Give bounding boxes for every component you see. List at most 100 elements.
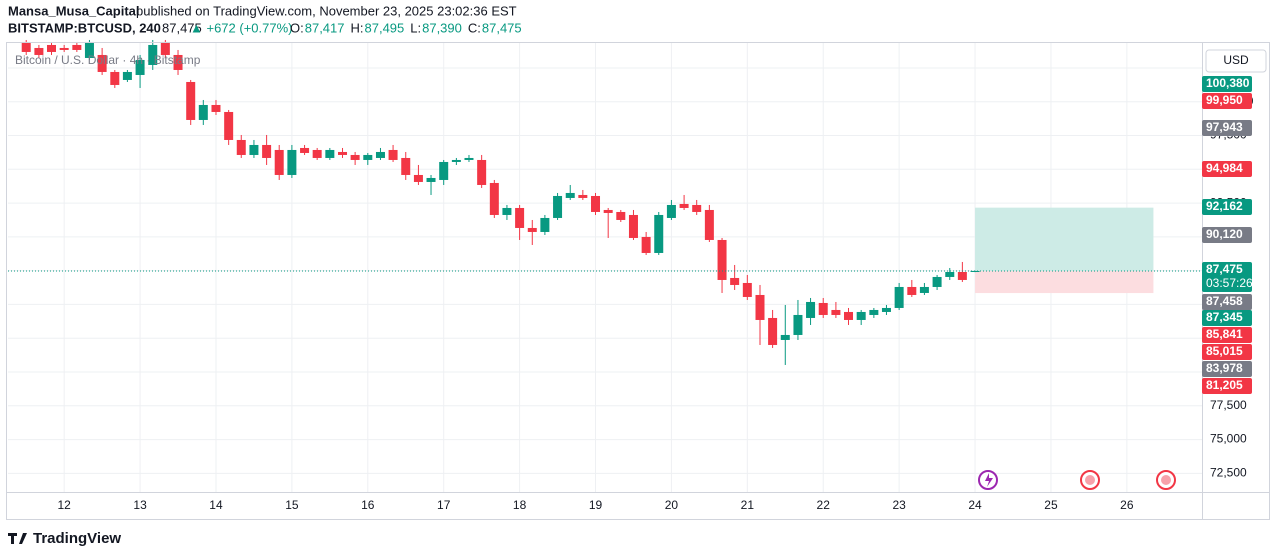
x-tick-label: 15: [285, 498, 299, 512]
price-tag: [1202, 294, 1252, 310]
candle-body: [477, 159, 487, 185]
x-tick-label: 17: [437, 498, 451, 512]
candle-body: [59, 47, 69, 50]
x-tick-label: 12: [57, 498, 71, 512]
candle-body: [628, 214, 638, 238]
price-tags: 100,380 99,950 97,943 94,984 92,162 90,120 87,…: [1202, 76, 1253, 394]
publisher: Mansa_Musa_Capital: [8, 3, 140, 18]
candle-body: [34, 47, 44, 55]
ohlc-key: H:: [351, 20, 364, 35]
candle-body: [704, 209, 714, 240]
price-tag-label: 87,345: [1206, 310, 1243, 324]
candle-body: [603, 209, 613, 213]
price-tag-label: 87,475: [1206, 262, 1243, 276]
price-tag: [1202, 310, 1252, 326]
event-icon: [1085, 475, 1095, 485]
y-tick-label: 77,500: [1210, 398, 1247, 412]
price-tag-label: 85,015: [1206, 344, 1243, 358]
candle-body: [818, 302, 828, 315]
stop-zone: [975, 270, 1154, 294]
frame: [6, 42, 1270, 520]
candle-body: [46, 44, 56, 52]
candle-body: [553, 195, 563, 218]
candle-body: [236, 139, 246, 155]
x-tick-label: 24: [968, 498, 982, 512]
price-tag-label: 97,943: [1206, 120, 1243, 134]
candle-body: [84, 41, 94, 58]
candle-body: [730, 277, 740, 285]
candle-body: [262, 144, 272, 158]
candle-body: [148, 44, 158, 65]
candle-body: [338, 151, 348, 155]
candle-body: [72, 44, 82, 50]
candle-body: [287, 149, 297, 175]
candle-body: [249, 144, 259, 155]
price-tag: [1202, 344, 1252, 360]
price-tag: [1202, 227, 1252, 243]
candle-body: [21, 41, 31, 52]
price-tag: [1202, 378, 1252, 394]
logo: [8, 533, 27, 544]
candle-body: [591, 195, 601, 212]
x-tick-label: 19: [589, 498, 603, 512]
legend: Bitcoin / U.S. Dollar · 4h · Bitstamp: [15, 53, 201, 67]
currency: USD: [1223, 53, 1249, 67]
brand: TradingView: [33, 530, 121, 547]
x-tick-label: 21: [741, 498, 755, 512]
candle-body: [907, 286, 917, 295]
price-tag-label: 85,841: [1206, 327, 1243, 341]
candle-body: [135, 59, 145, 75]
price-tag-label: 87,458: [1206, 294, 1243, 308]
candle-body: [755, 294, 765, 320]
ohlc-key: C:: [468, 20, 481, 35]
candle-body: [439, 161, 449, 180]
price-tag: [1202, 120, 1252, 136]
candle-body: [489, 182, 499, 215]
candle-body: [451, 159, 461, 162]
candle-body: [919, 286, 929, 293]
change: ▲ +672 (+0.77%): [190, 20, 292, 35]
x-tick-label: 26: [1120, 498, 1134, 512]
target-zone: [975, 207, 1154, 271]
price-tag-label: 83,978: [1206, 361, 1243, 375]
candle-body: [793, 314, 803, 335]
candle-body: [300, 147, 310, 153]
candle-body: [679, 203, 689, 208]
candle-body: [654, 214, 664, 253]
symbol: BITSTAMP:BTCUSD, 240: [8, 20, 161, 35]
candle-body: [717, 239, 727, 280]
candle-body: [211, 104, 221, 112]
x-tick-label: 20: [665, 498, 679, 512]
event-icon: [1161, 475, 1171, 485]
candle-body: [945, 271, 955, 277]
x-tick-label: 22: [817, 498, 831, 512]
price-tag: [1202, 93, 1252, 109]
price-tag: [1202, 327, 1252, 343]
currency-box[interactable]: [1205, 49, 1267, 73]
ohlc-key: O:: [290, 20, 304, 35]
candle-body: [616, 211, 626, 220]
candle-body: [641, 236, 651, 253]
price-tag-label: 99,950: [1206, 93, 1243, 107]
price-tag-label: 92,162: [1206, 199, 1243, 213]
x-tick-label: 18: [513, 498, 527, 512]
candle-body: [578, 194, 588, 198]
price-tag: [1202, 199, 1252, 215]
candle-body: [856, 311, 866, 320]
published: published on TradingView.com, November 2…: [136, 3, 517, 18]
candle-body: [692, 204, 702, 212]
price-tag: [1202, 161, 1252, 177]
candle-body: [224, 111, 234, 140]
x-tick-label: 25: [1044, 498, 1058, 512]
countdown: 03:57:26: [1206, 276, 1253, 290]
ohlc: O: 87,417 H: 87,495 L: 87,390 C: 87,475: [290, 20, 522, 35]
candle-body: [742, 282, 752, 297]
price-tag: [1202, 262, 1252, 292]
candle-body: [957, 271, 967, 280]
candle-body: [831, 309, 841, 315]
price-tag-label: 100,380: [1206, 76, 1250, 90]
price-tag-label: 90,120: [1206, 227, 1243, 241]
price-tag-label: 81,205: [1206, 378, 1243, 392]
ohlc-key: L:: [410, 20, 421, 35]
